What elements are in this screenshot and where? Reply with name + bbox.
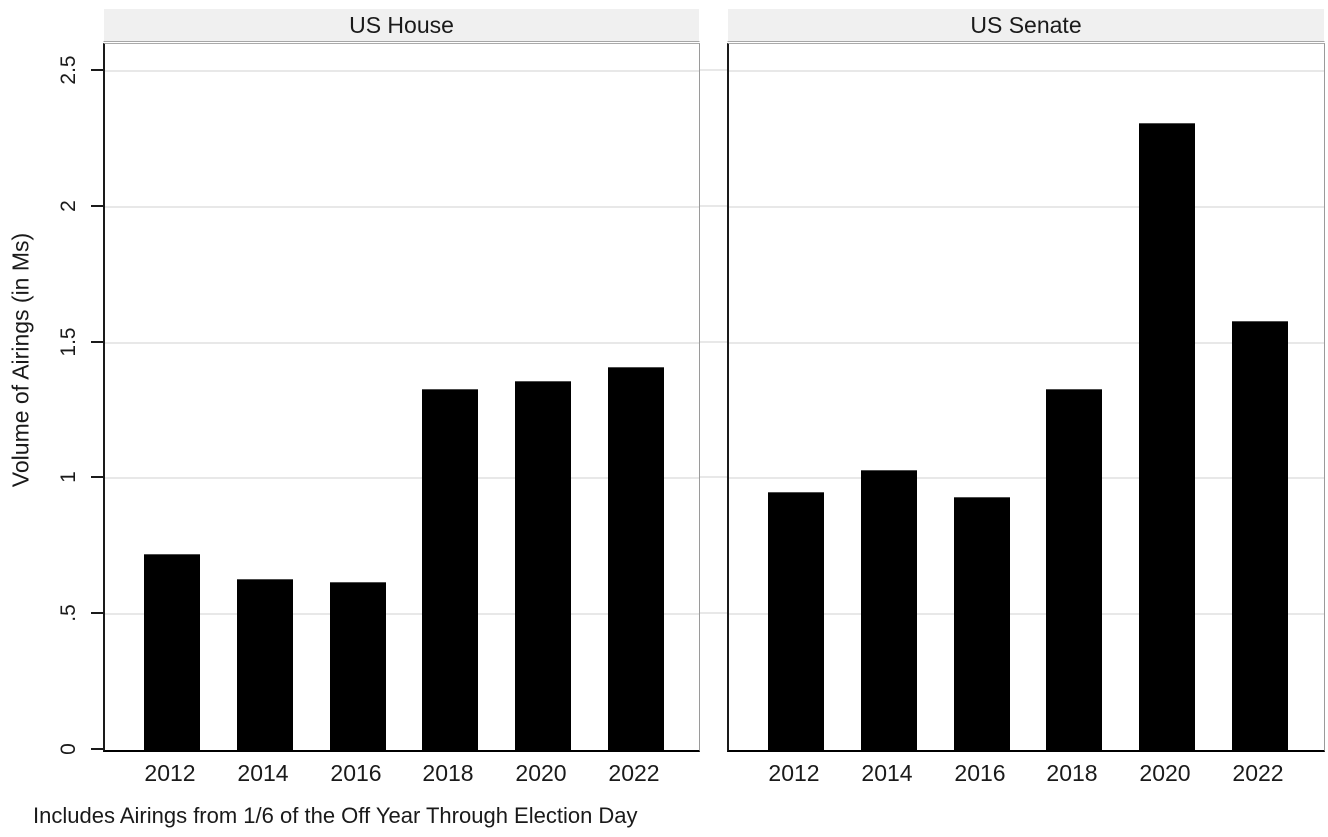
bar-us-senate-2022 <box>1232 321 1288 750</box>
y-tick-mark <box>91 748 103 750</box>
x-tick-label: 2020 <box>1139 760 1191 786</box>
y-tick-label: .5 <box>57 604 80 622</box>
gridline <box>729 477 1324 479</box>
gridline <box>729 206 1324 208</box>
y-tick-label: 2.5 <box>57 55 80 85</box>
gridline-gap-stub <box>700 341 727 343</box>
gridline <box>105 613 699 615</box>
gridline <box>729 70 1324 72</box>
chart-footnote: Includes Airings from 1/6 of the Off Yea… <box>33 803 638 828</box>
gridline-gap-stub <box>700 205 727 207</box>
y-tick-label: 1 <box>57 471 80 483</box>
x-tick-label: 2022 <box>1232 760 1284 786</box>
panel-title: US Senate <box>727 8 1325 42</box>
y-axis-title: Volume of Airings (in Ms) <box>7 232 34 488</box>
panel-plot-area <box>103 43 700 752</box>
x-tick-label: 2014 <box>861 760 913 786</box>
x-tick-label: 2018 <box>1046 760 1098 786</box>
x-tick-label: 2016 <box>954 760 1006 786</box>
gridline-gap-stub <box>700 476 727 478</box>
bar-us-senate-2020 <box>1139 123 1195 750</box>
bar-us-house-2018 <box>422 389 478 750</box>
panel-plot-area <box>727 43 1325 752</box>
bar-us-senate-2014 <box>861 470 917 750</box>
bar-us-house-2020 <box>515 381 571 750</box>
bar-us-house-2012 <box>144 554 200 750</box>
x-tick-label: 2022 <box>608 760 660 786</box>
y-tick-mark <box>91 341 103 343</box>
x-tick-label: 2020 <box>515 760 567 786</box>
gridline-gap-stub <box>700 612 727 614</box>
bar-us-senate-2016 <box>954 497 1010 750</box>
gridline <box>729 613 1324 615</box>
bar-us-house-2016 <box>330 582 386 750</box>
gridline <box>105 70 699 72</box>
gridline <box>729 342 1324 344</box>
x-tick-label: 2012 <box>768 760 820 786</box>
y-tick-mark <box>91 205 103 207</box>
bar-us-senate-2018 <box>1046 389 1102 750</box>
x-tick-label: 2012 <box>144 760 196 786</box>
x-tick-label: 2014 <box>237 760 289 786</box>
bar-us-senate-2012 <box>768 492 824 750</box>
gridline <box>105 206 699 208</box>
bar-us-house-2014 <box>237 579 293 750</box>
y-tick-label: 2 <box>57 200 80 212</box>
bar-us-house-2022 <box>608 367 664 750</box>
panel-title: US House <box>103 8 700 42</box>
x-tick-label: 2018 <box>422 760 474 786</box>
x-tick-label: 2016 <box>330 760 382 786</box>
y-tick-mark <box>91 612 103 614</box>
y-tick-mark <box>91 69 103 71</box>
y-tick-label: 1.5 <box>57 327 80 357</box>
gridline-gap-stub <box>700 69 727 71</box>
gridline <box>105 477 699 479</box>
y-tick-label: 0 <box>57 743 80 755</box>
y-tick-mark <box>91 476 103 478</box>
gridline <box>105 342 699 344</box>
